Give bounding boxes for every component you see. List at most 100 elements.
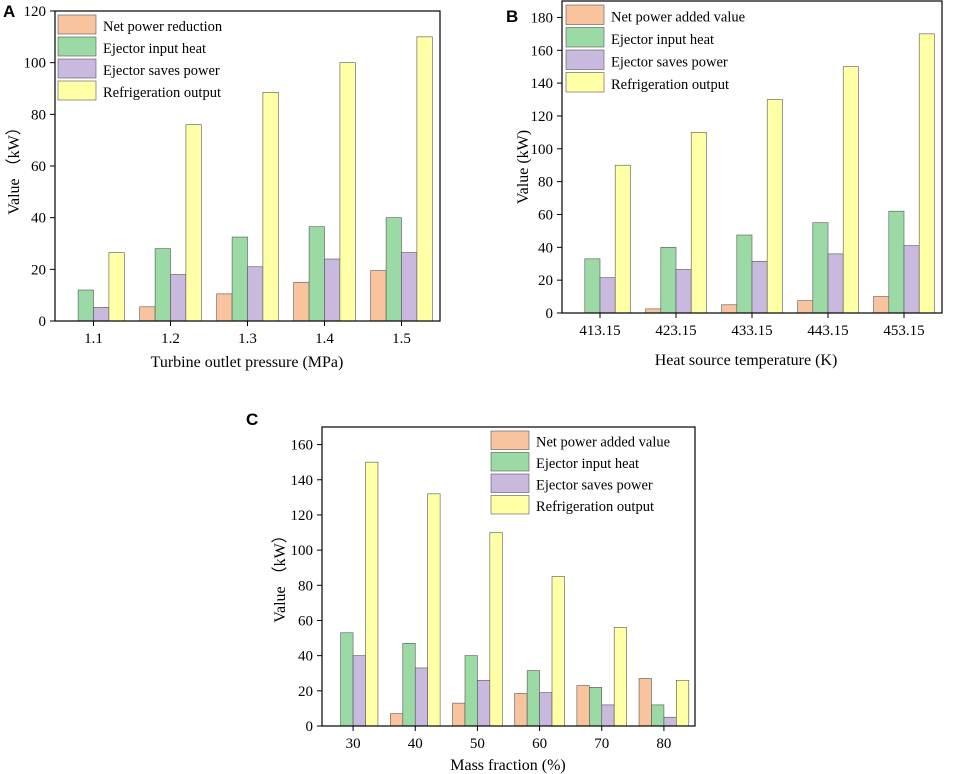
panel-c-legend-swatch-3 bbox=[490, 473, 530, 493]
panel-b-ytick-label: 120 bbox=[531, 109, 554, 125]
panel-c-bar-80-s1 bbox=[638, 678, 652, 727]
panel-a-ytick-label: 40 bbox=[31, 211, 46, 227]
panel-b-legend-swatch-2 bbox=[565, 27, 605, 48]
panel-b-bar-433.15-s1 bbox=[721, 304, 738, 314]
panel-c-bar-40-s1 bbox=[390, 713, 404, 727]
panel-b-ytick-label: 140 bbox=[531, 76, 554, 92]
panel-a-legend-swatch-2 bbox=[57, 36, 97, 57]
panel-b-legend-swatch-3 bbox=[565, 49, 605, 70]
panel-a-bar-1.3-s1 bbox=[216, 293, 233, 322]
panel-b-ytick-label: 100 bbox=[531, 142, 554, 158]
panel-c-bar-50-s4 bbox=[489, 532, 503, 727]
panel-a-bar-1.5-s4 bbox=[416, 36, 433, 322]
panel-a-ytick-label: 0 bbox=[39, 314, 47, 330]
panel-b-xtick-label: 423.15 bbox=[655, 323, 696, 339]
panel-b-bar-433.15-s2 bbox=[736, 234, 753, 314]
panel-a-bar-1.5-s2 bbox=[385, 217, 402, 322]
panel-c-bar-60-s2 bbox=[526, 670, 540, 727]
panel-c-ytick-label: 120 bbox=[291, 508, 314, 524]
panel-c-xtick-label: 40 bbox=[408, 736, 423, 752]
panel-a-legend-swatch-1 bbox=[57, 14, 97, 35]
panel-a-bar-1.2-s4 bbox=[185, 124, 202, 322]
panel-b-legend-swatch-1 bbox=[565, 4, 605, 25]
panel-a-ytick-label: 100 bbox=[24, 56, 47, 72]
panel-b-bar-423.15-s3 bbox=[675, 269, 692, 314]
panel-a-xtick-label: 1.5 bbox=[392, 331, 411, 347]
panel-b-bar-433.15-s3 bbox=[751, 260, 768, 314]
panel-c-ytick-label: 0 bbox=[306, 719, 314, 735]
panel-a-legend-swatch-3 bbox=[57, 58, 97, 79]
panel-b-legend-swatch-4 bbox=[565, 72, 605, 93]
panel-a-ytick-label: 20 bbox=[31, 262, 46, 278]
panel-b-xtick-label: 433.15 bbox=[731, 323, 772, 339]
panel-b-bar-413.15-s3 bbox=[599, 277, 616, 314]
panel-a-xlabel: Turbine outlet pressure (MPa) bbox=[151, 354, 344, 371]
panel-c-ytick-label: 40 bbox=[298, 649, 313, 665]
panel-c-bar-80-s2 bbox=[651, 704, 665, 727]
panel-b-ytick-label: 40 bbox=[538, 240, 553, 256]
panel-a-bar-1.1-s3 bbox=[93, 307, 110, 322]
panel-c-xtick-label: 30 bbox=[346, 736, 361, 752]
panel-c-legend-label-1: Net power added value bbox=[536, 435, 670, 451]
panel-c-ytick-label: 80 bbox=[298, 578, 313, 594]
panel-c-ytick-label: 140 bbox=[291, 473, 314, 489]
panel-c-bar-70-s3 bbox=[601, 704, 615, 727]
panel-c-letter: C bbox=[246, 410, 258, 429]
panel-c-bar-50-s3 bbox=[477, 679, 491, 727]
panel-a-bar-1.4-s4 bbox=[339, 62, 356, 322]
panel-b-legend-label-1: Net power added value bbox=[611, 10, 745, 26]
panel-c-xlabel: Mass fraction (%) bbox=[450, 757, 566, 774]
panel-a-ytick-label: 120 bbox=[24, 4, 47, 20]
panel-a-bar-1.5-s3 bbox=[401, 252, 418, 322]
panel-b-bar-423.15-s1 bbox=[645, 308, 662, 314]
panel-c-bar-40-s4 bbox=[427, 493, 441, 727]
panel-b-bar-413.15-s4 bbox=[614, 164, 631, 314]
panel-a-axes-frame bbox=[54, 10, 441, 322]
panel-b-bar-453.15-s2 bbox=[888, 210, 905, 314]
panel-b-xtick-label: 443.15 bbox=[807, 323, 848, 339]
panel-c-bar-50-s2 bbox=[464, 655, 478, 727]
panel-b-legend-label-4: Refrigeration output bbox=[611, 77, 729, 93]
panel-b-axes-frame bbox=[561, 0, 943, 314]
panel-c-bar-50-s1 bbox=[452, 702, 466, 727]
panel-a-bar-1.1-s4 bbox=[108, 252, 125, 322]
panel-c-legend-label-2: Ejector input heat bbox=[536, 456, 639, 472]
panel-b-plot: 413.15 423.15 433.15 443.15 453.15 0 20 40 60 80 1… bbox=[531, 0, 943, 339]
panel-a-xtick-label: 1.3 bbox=[238, 331, 257, 347]
panel-c-xtick-label: 70 bbox=[594, 736, 609, 752]
panel-a-ytick-label: 80 bbox=[31, 107, 46, 123]
panel-b-bar-423.15-s2 bbox=[660, 247, 677, 314]
panel-c-bar-60-s4 bbox=[551, 576, 565, 727]
panel-c-xtick-label: 50 bbox=[470, 736, 485, 752]
panel-b-ytick-label: 160 bbox=[531, 43, 554, 59]
panel-a-legend-label-1: Net power reduction bbox=[103, 19, 223, 35]
panel-b-bar-443.15-s4 bbox=[842, 66, 859, 314]
panel-c-legend-swatch-1 bbox=[490, 430, 530, 450]
panel-c-bar-70-s1 bbox=[576, 685, 590, 727]
panel-a-legend-label-3: Ejector saves power bbox=[103, 63, 220, 79]
panel-c-legend-swatch-2 bbox=[490, 452, 530, 472]
panel-b-bar-453.15-s4 bbox=[918, 33, 935, 314]
panel-c-bar-70-s4 bbox=[613, 627, 627, 727]
panel-a-ylabel: Value （kW） bbox=[5, 119, 23, 215]
panel-c-bar-80-s3 bbox=[663, 716, 677, 727]
panel-a-bar-1.3-s2 bbox=[231, 236, 248, 322]
panel-c-bar-40-s2 bbox=[402, 643, 416, 727]
panel-c-bar-40-s3 bbox=[414, 667, 428, 727]
panel-b-bar-453.15-s3 bbox=[903, 245, 920, 314]
panel-c-ytick-label: 20 bbox=[298, 684, 313, 700]
panel-a-bar-1.5-s1 bbox=[370, 270, 387, 322]
panel-c-bar-60-s3 bbox=[539, 692, 553, 727]
panel-b-bar-443.15-s2 bbox=[812, 222, 829, 314]
panel-b-xtick-label: 413.15 bbox=[579, 323, 620, 339]
panel-b-xlabel: Heat source temperature (K) bbox=[655, 352, 838, 369]
panel-c-ytick-label: 160 bbox=[291, 438, 314, 454]
panel-c-legend-label-4: Refrigeration output bbox=[536, 499, 654, 515]
panel-c-bar-70-s2 bbox=[589, 687, 603, 727]
panel-b-bar-423.15-s4 bbox=[690, 132, 707, 314]
panel-b-bar-443.15-s3 bbox=[827, 253, 844, 314]
panel-c-xtick-label: 60 bbox=[532, 736, 547, 752]
panel-b-xtick-label: 453.15 bbox=[883, 323, 924, 339]
panel-b-legend: Net power added value Ejector input heat E… bbox=[565, 4, 745, 93]
